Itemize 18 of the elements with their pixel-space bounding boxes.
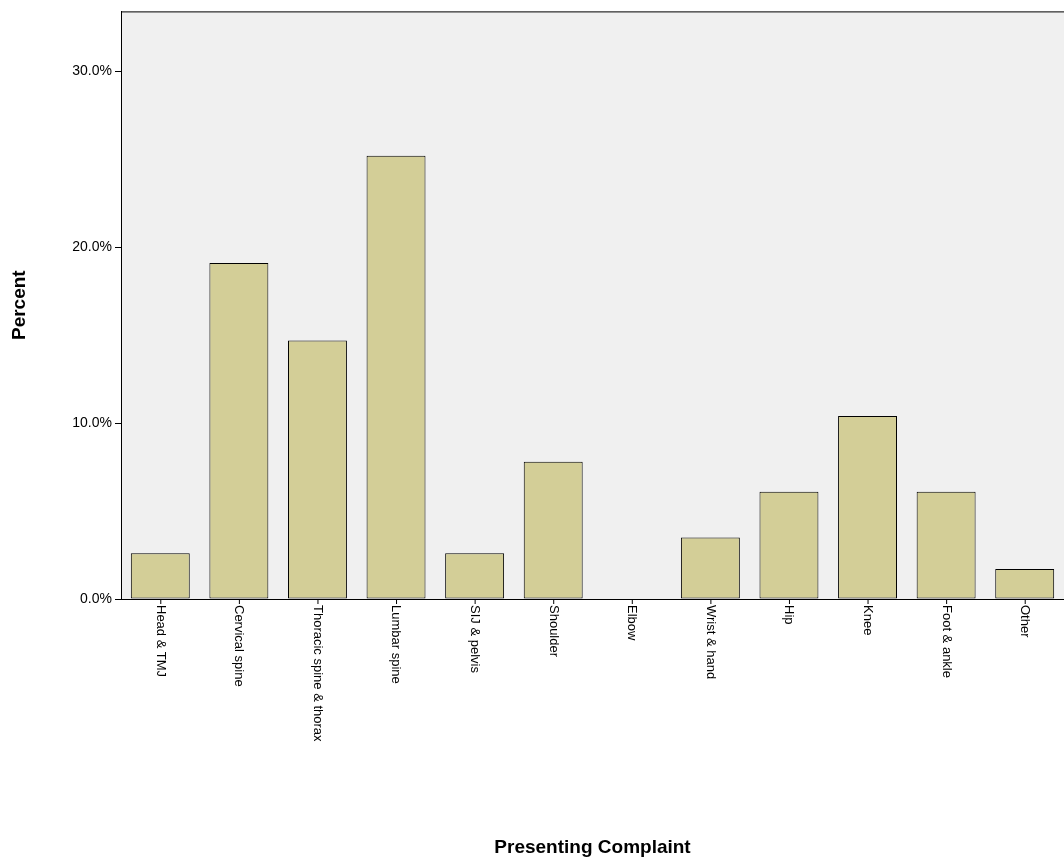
- y-tick-label: 10.0%: [72, 413, 112, 430]
- x-tick-label: Head & TMJ: [153, 605, 169, 678]
- x-tick-label: Wrist & hand: [703, 605, 719, 680]
- x-axis-title: Presenting Complaint: [494, 836, 692, 857]
- x-tick-label: Knee: [860, 605, 876, 636]
- x-tick-label: Cervical spine: [232, 605, 248, 687]
- x-tick-label: Lumbar spine: [389, 605, 405, 684]
- x-tick-label: SIJ & pelvis: [468, 605, 484, 674]
- y-tick-label: 0.0%: [80, 589, 112, 606]
- x-tick-label: Other: [1018, 605, 1034, 639]
- x-tick-label: Thoracic spine & thorax: [310, 605, 326, 743]
- x-tick-label: Hip: [782, 605, 798, 625]
- x-tick-label: Foot & ankle: [939, 605, 955, 678]
- y-tick-label: 20.0%: [72, 238, 112, 254]
- x-tick-label: Shoulder: [546, 605, 562, 658]
- x-tick-label: Elbow: [625, 605, 641, 642]
- y-axis-title: Percent: [7, 269, 29, 341]
- y-tick-label: 30.0%: [72, 62, 112, 79]
